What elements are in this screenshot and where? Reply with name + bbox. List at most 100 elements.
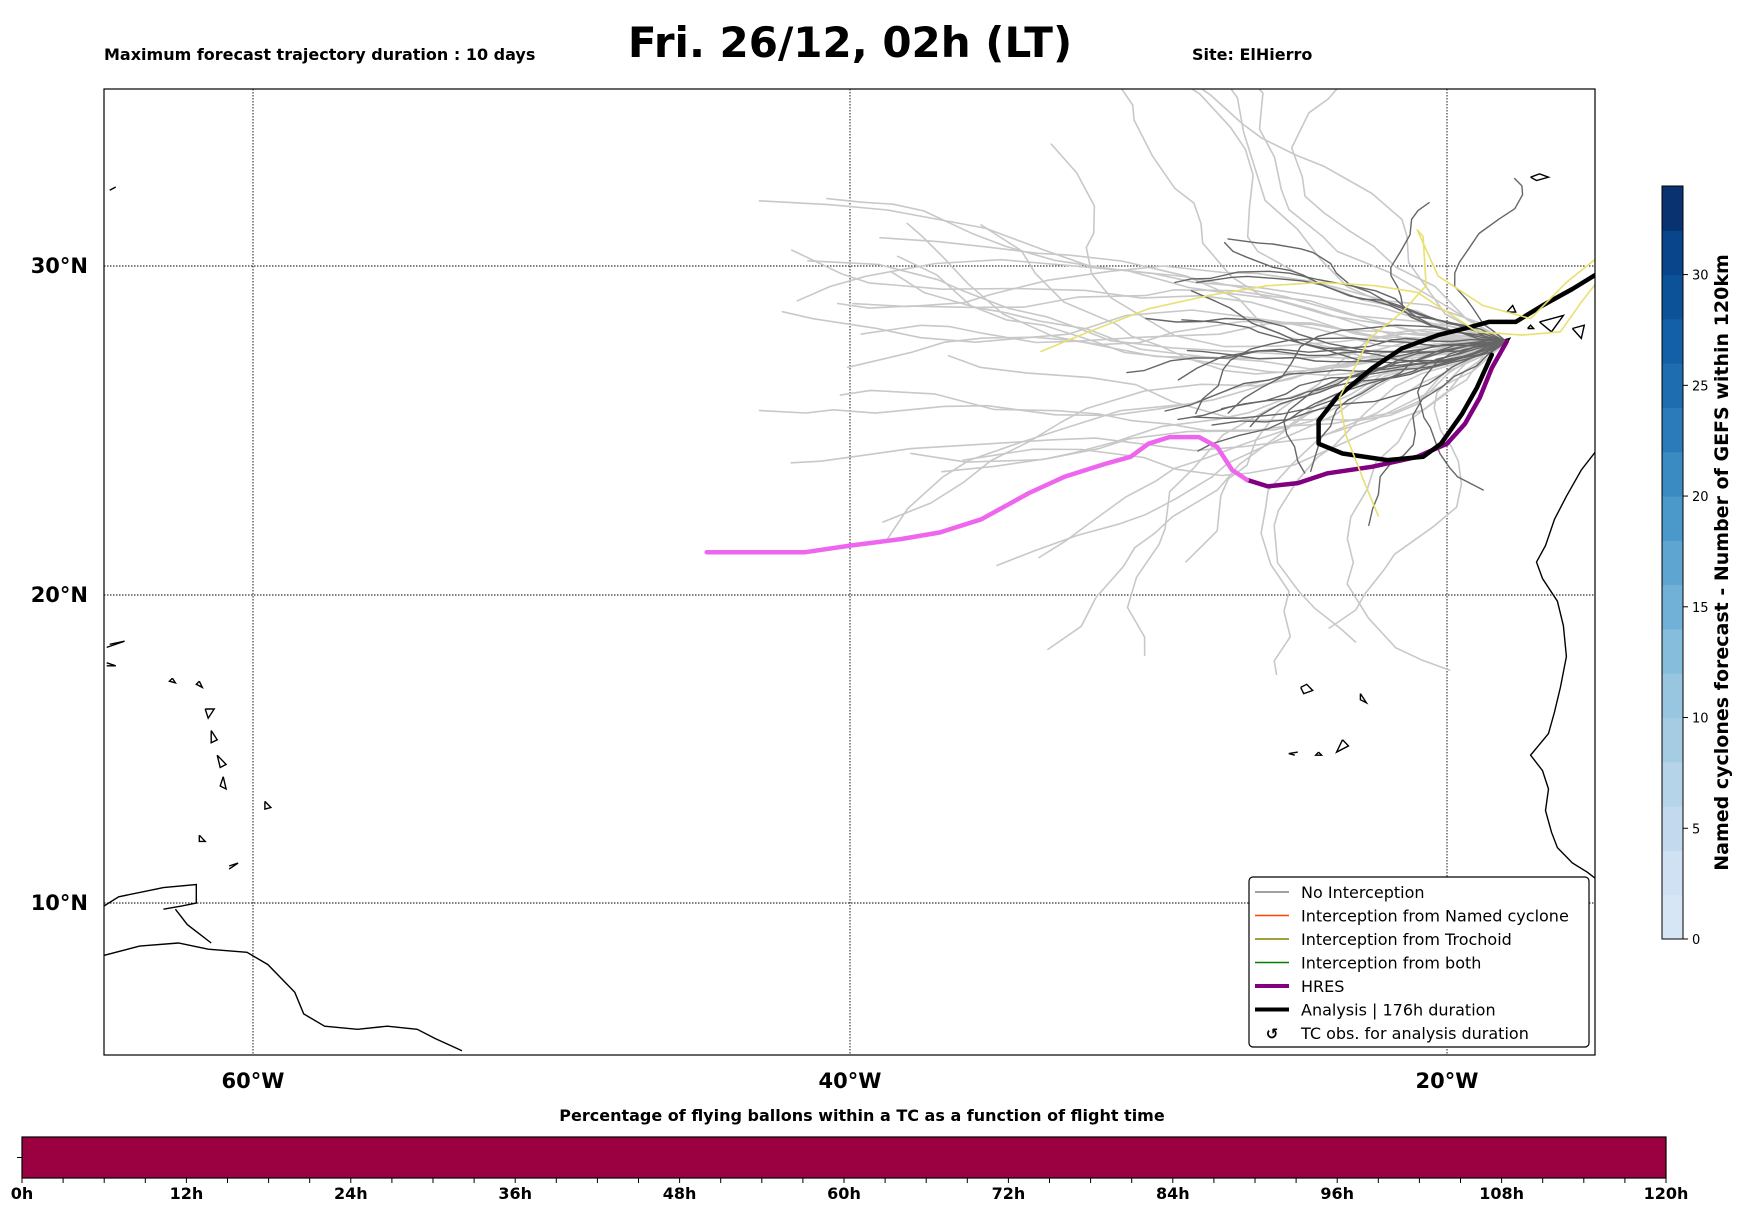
colorbar-label: Named cyclones forecast - Number of GEFS… (1711, 254, 1733, 871)
tc-bar-title: Percentage of flying ballons within a TC… (559, 1106, 1165, 1125)
legend-entry: ↺ TC obs. for analysis duration (1266, 1024, 1529, 1043)
coastline (1506, 304, 1517, 313)
coastline (174, 908, 212, 944)
colorbar-level (1662, 274, 1683, 320)
tc-percentage-bar-chart: Percentage of flying ballons within a TC… (11, 1106, 1689, 1203)
site-label: Site: ElHierro (1192, 45, 1313, 64)
trajectory-light (1230, 89, 1508, 343)
trajectory-light (906, 222, 1508, 360)
param-max-duration: Maximum forecast trajectory duration : 1… (104, 45, 536, 64)
trajectory-yellow (1338, 229, 1595, 517)
trajectory-no-interception (1368, 341, 1508, 527)
colorbar-level (1662, 850, 1683, 896)
coastline (228, 862, 239, 870)
trajectory-no-interception (1310, 340, 1508, 472)
coastlines (104, 173, 1595, 1052)
trajectory-no-interception (1145, 317, 1508, 353)
colorbar-frame (1661, 185, 1684, 940)
trajectory-no-interception (1211, 341, 1508, 426)
title-text: Fri. 26/12, 02h (LT) (627, 18, 1073, 67)
trajectory-no-interception (1181, 319, 1508, 350)
trajectory-no-interception (1195, 275, 1508, 343)
trajectory-light (947, 340, 1508, 422)
coastline (1529, 451, 1595, 880)
lon-tick-label: 40°W (819, 1069, 882, 1093)
coastline (204, 708, 216, 720)
legend-label: Analysis | 176h duration (1301, 1001, 1496, 1020)
colorbar-level (1662, 761, 1683, 807)
tc-obs-icon: ↺ (1266, 1025, 1279, 1043)
legend-box (1248, 876, 1590, 1048)
map-panel: 60°W 40°W 20°W 30°N 20°N 10°N No Interception… (31, 88, 1596, 1093)
colorbar-level (1662, 407, 1683, 453)
coastline (1335, 739, 1350, 754)
trajectory-light (1258, 89, 1508, 343)
colorbar-level (1662, 673, 1683, 719)
trajectories (704, 89, 1595, 676)
trajectory-light (836, 289, 1508, 343)
colorbar-level (1662, 363, 1683, 408)
colorbar-level (1662, 628, 1683, 674)
legend-entry: Interception from Trochoid (1255, 930, 1512, 949)
tc-bar-xtick-label: 84h (1156, 1184, 1190, 1203)
trajectory-light (781, 309, 1508, 349)
colorbar-tick-label: 10 (1692, 712, 1709, 727)
tc-bar-xtick-label: 96h (1320, 1184, 1354, 1203)
trajectory-light (839, 340, 1508, 432)
trajectory-light (1260, 340, 1508, 676)
trajectory-light (886, 340, 1508, 540)
legend-label: Interception from Named cyclone (1301, 907, 1569, 926)
coastline (1288, 751, 1298, 756)
colorbar-level (1662, 806, 1683, 851)
coastline (106, 640, 125, 649)
legend-entry: Interception from Named cyclone (1255, 907, 1569, 926)
trajectory-no-interception (1177, 341, 1508, 421)
coastline (1314, 751, 1324, 756)
colorbar-tick-label: 0 (1692, 933, 1700, 948)
legend-label: HRES (1301, 977, 1344, 996)
trajectory-light (1050, 143, 1508, 348)
lat-tick-label: 10°N (31, 891, 88, 915)
legend-entry: HRES (1255, 977, 1344, 996)
colorbar-tick-label: 15 (1692, 601, 1709, 616)
tc-bar-xtick-label: 108h (1479, 1184, 1524, 1203)
colorbar-tick-label: 5 (1692, 822, 1700, 837)
trajectory-light (1328, 340, 1508, 629)
page-title: Fri. 26/12, 02h (LT) (0, 18, 1700, 68)
tc-bar-xtick-label: 0h (11, 1184, 34, 1203)
legend-label: Interception from both (1301, 954, 1481, 973)
colorbar-level (1662, 186, 1683, 231)
trajectory-light (1120, 89, 1508, 343)
colorbar-level (1662, 230, 1683, 276)
colorbar-level (1662, 318, 1683, 364)
trajectory-light (796, 258, 1508, 343)
tc-bar-xtick-label: 12h (170, 1184, 204, 1203)
trajectory-light (1047, 340, 1508, 651)
colorbar-level (1662, 496, 1683, 541)
trajectory-no-interception (1190, 290, 1508, 364)
coastline (1527, 324, 1536, 330)
tc-bar-xtick-label: 48h (663, 1184, 697, 1203)
colorbar-level (1662, 584, 1683, 630)
colorbar-level (1662, 540, 1683, 586)
coastline (264, 800, 273, 811)
trajectory-light (1190, 89, 1508, 343)
trajectory-no-interception (1177, 341, 1508, 381)
coastline (1300, 683, 1314, 695)
legend-entry: Analysis | 176h duration (1255, 1001, 1496, 1020)
coastline (168, 677, 177, 684)
colorbar-tick-label: 30 (1692, 269, 1709, 284)
coastline (104, 942, 463, 1052)
coastline (109, 186, 117, 191)
coastline (219, 776, 228, 791)
trajectory-no-interception (1390, 202, 1508, 343)
coastline (210, 730, 219, 744)
trajectory-light (790, 340, 1508, 464)
trajectory-light (860, 322, 1508, 344)
legend-label: No Interception (1301, 883, 1425, 902)
coastline (1539, 314, 1566, 333)
colorbar: 0 5 10 15 20 25 30 Named cyclones forecast - Nu… (1661, 185, 1733, 948)
legend-entry: No Interception (1255, 883, 1425, 902)
coastline (198, 834, 207, 843)
